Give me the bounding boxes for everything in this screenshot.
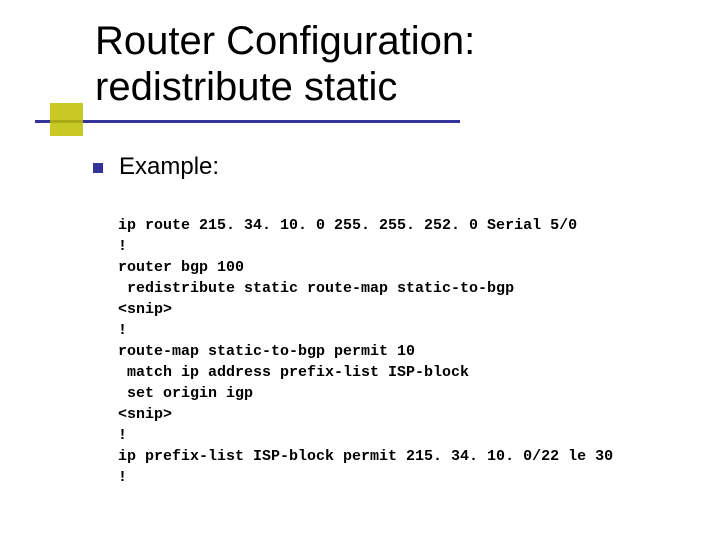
bullet-row: Example: [93, 153, 219, 181]
title-underline [35, 120, 460, 123]
bullet-label: Example: [119, 153, 219, 181]
title-line-1: Router Configuration: [95, 18, 475, 64]
slide-title: Router Configuration: redistribute stati… [95, 18, 475, 110]
title-accent-square [50, 103, 83, 136]
bullet-icon [93, 163, 103, 173]
slide: Router Configuration: redistribute stati… [0, 0, 720, 540]
title-line-2: redistribute static [95, 64, 475, 110]
code-block: ip route 215. 34. 10. 0 255. 255. 252. 0… [118, 215, 613, 488]
